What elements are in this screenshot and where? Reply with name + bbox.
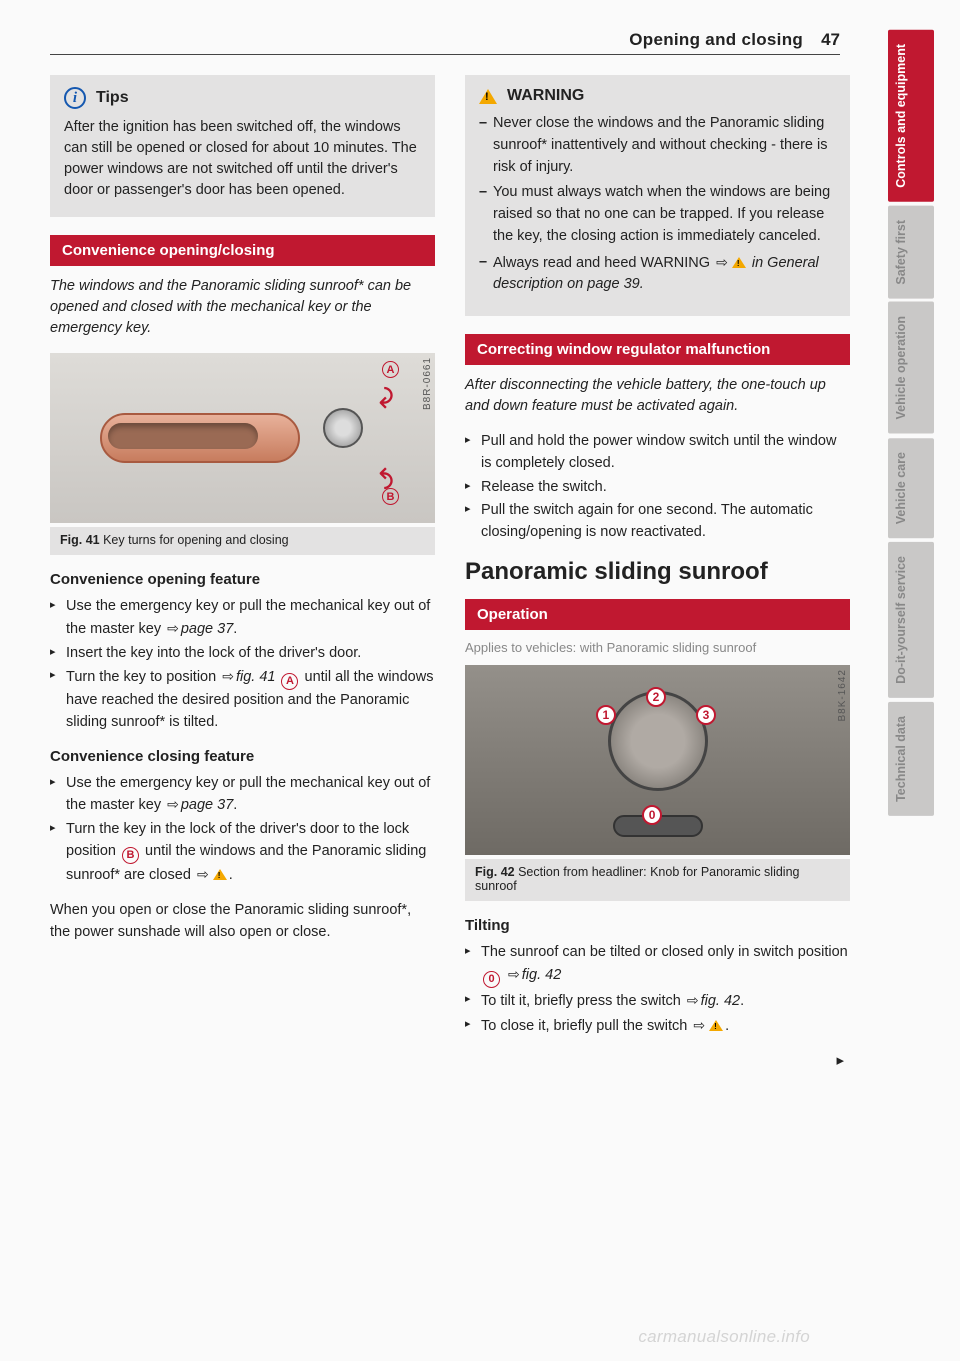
continue-arrow-icon: ▸ <box>465 1051 850 1069</box>
step: To tilt it, briefly press the switch ⇨fi… <box>465 990 850 1013</box>
figure-id: B8K-1642 <box>837 669 848 721</box>
closing-steps: Use the emergency key or pull the mechan… <box>50 773 435 887</box>
link-icon: ⇨ <box>693 1017 705 1033</box>
marker-0-inline: 0 <box>483 971 500 988</box>
arrow-up-icon: ↷ <box>367 386 400 409</box>
tab-operation[interactable]: Vehicle operation <box>888 302 934 434</box>
link-icon: ⇨ <box>508 966 520 982</box>
tips-body: After the ignition has been switched off… <box>64 117 421 201</box>
warning-icon <box>213 869 227 880</box>
figure-41-caption: Fig. 41 Key turns for opening and closin… <box>50 527 435 555</box>
keyhole-illustration <box>323 408 363 448</box>
figure-41: B8R-0661 ↷ ↷ A B <box>50 353 435 523</box>
side-tabs: Controls and equipment Safety first Vehi… <box>888 30 934 1069</box>
step: Pull and hold the power window switch un… <box>465 431 850 475</box>
step: Release the switch. <box>465 477 850 499</box>
step: To close it, briefly pull the switch ⇨. <box>465 1015 850 1038</box>
link-icon: ⇨ <box>197 866 209 882</box>
section-bar: Correcting window regulator malfunction <box>465 334 850 365</box>
link-icon: ⇨ <box>716 254 728 270</box>
step: The sunroof can be tilted or closed only… <box>465 942 850 988</box>
tilting-head: Tilting <box>465 917 850 934</box>
step: Use the emergency key or pull the mechan… <box>50 773 435 818</box>
warning-title: WARNING <box>507 87 584 105</box>
warning-item: Always read and heed WARNING ⇨ in Genera… <box>479 252 836 297</box>
link-icon: ⇨ <box>222 668 234 684</box>
heading-2: Panoramic sliding sunroof <box>465 558 850 586</box>
tab-controls[interactable]: Controls and equipment <box>888 30 934 202</box>
marker-a: A <box>382 361 399 378</box>
section-bar: Convenience opening/closing <box>50 235 435 266</box>
step: Turn the key to position ⇨fig. 41 A unti… <box>50 666 435 733</box>
page-number: 47 <box>821 30 840 50</box>
warning-callout: WARNING Never close the windows and the … <box>465 75 850 316</box>
link-icon: ⇨ <box>167 620 179 636</box>
closing-head: Convenience closing feature <box>50 748 435 765</box>
figure-id: B8R-0661 <box>422 357 433 410</box>
watermark: carmanualsonline.info <box>638 1327 810 1347</box>
step: Insert the key into the lock of the driv… <box>50 643 435 665</box>
link-icon: ⇨ <box>687 992 699 1008</box>
marker-a-inline: A <box>281 673 298 690</box>
tilting-steps: The sunroof can be tilted or closed only… <box>465 942 850 1037</box>
warning-item: Never close the windows and the Panorami… <box>479 113 836 178</box>
step: Pull the switch again for one second. Th… <box>465 500 850 544</box>
tab-diy[interactable]: Do-it-yourself service <box>888 542 934 698</box>
tips-title: Tips <box>96 89 129 107</box>
tab-safety[interactable]: Safety first <box>888 206 934 299</box>
arrow-down-icon: ↷ <box>367 467 400 490</box>
tips-callout: i Tips After the ignition has been switc… <box>50 75 435 217</box>
correction-steps: Pull and hold the power window switch un… <box>465 431 850 544</box>
warning-icon <box>709 1020 723 1031</box>
figure-42-caption: Fig. 42 Section from headliner: Knob for… <box>465 859 850 901</box>
step: Turn the key in the lock of the driver's… <box>50 819 435 886</box>
section-intro: The windows and the Panoramic sliding su… <box>50 276 435 339</box>
marker-b: B <box>382 488 399 505</box>
section-title: Opening and closing <box>629 30 803 50</box>
figure-42: B8K-1642 0 1 2 3 <box>465 665 850 855</box>
opening-head: Convenience opening feature <box>50 571 435 588</box>
section-intro: After disconnecting the vehicle battery,… <box>465 375 850 417</box>
link-icon: ⇨ <box>167 796 179 812</box>
warning-list: Never close the windows and the Panorami… <box>479 113 836 296</box>
section-bar: Operation <box>465 599 850 630</box>
tab-tech[interactable]: Technical data <box>888 702 934 816</box>
warning-icon <box>732 257 746 268</box>
page-header: Opening and closing 47 <box>50 30 840 55</box>
applies-note: Applies to vehicles: with Panoramic slid… <box>465 640 850 655</box>
warning-icon <box>479 89 497 104</box>
step: Use the emergency key or pull the mechan… <box>50 596 435 641</box>
marker-b-inline: B <box>122 847 139 864</box>
tab-care[interactable]: Vehicle care <box>888 438 934 538</box>
info-icon: i <box>64 87 86 109</box>
opening-steps: Use the emergency key or pull the mechan… <box>50 596 435 734</box>
warning-item: You must always watch when the windows a… <box>479 182 836 247</box>
paragraph: When you open or close the Panoramic sli… <box>50 900 435 944</box>
